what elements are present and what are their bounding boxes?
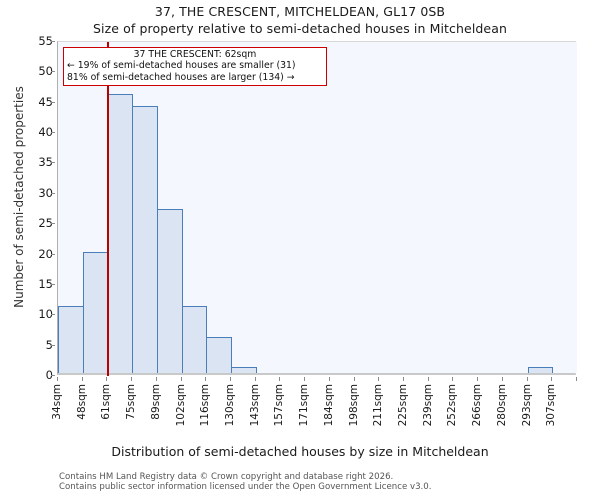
annotation-smaller-line: ← 19% of semi-detached houses are smalle… bbox=[67, 60, 296, 72]
x-tick-label: 239sqm bbox=[422, 384, 434, 427]
bar bbox=[83, 251, 108, 373]
x-tick-mark bbox=[131, 377, 132, 381]
y-tick-mark bbox=[51, 71, 55, 73]
y-tick-label: 20 bbox=[38, 246, 53, 261]
x-tick-mark bbox=[477, 377, 478, 381]
y-tick-label: 35 bbox=[38, 155, 53, 170]
y-tick-mark bbox=[51, 41, 55, 42]
x-tick-label: 89sqm bbox=[150, 384, 162, 420]
y-tick-mark bbox=[51, 253, 55, 255]
x-tick-label: 34sqm bbox=[51, 384, 63, 420]
y-tick-mark bbox=[51, 192, 55, 194]
annotation-larger-line: 81% of semi-detached houses are larger (… bbox=[67, 71, 295, 83]
bar bbox=[58, 306, 84, 373]
footer-line-2: Contains public sector information licen… bbox=[59, 482, 432, 493]
chart-title: 37, THE CRESCENT, MITCHELDEAN, GL17 0SB bbox=[154, 4, 446, 19]
x-tick-label: 171sqm bbox=[298, 384, 310, 427]
y-tick-label: 40 bbox=[38, 125, 53, 140]
footer-attribution: Contains HM Land Registry data © Crown c… bbox=[59, 472, 431, 492]
x-tick-label: 130sqm bbox=[224, 384, 236, 427]
bar bbox=[107, 93, 133, 373]
x-axis-title: Distribution of semi-detached houses by … bbox=[111, 444, 489, 459]
x-tick-label: 48sqm bbox=[76, 384, 88, 420]
x-tick-mark bbox=[181, 377, 182, 381]
x-tick-mark bbox=[403, 377, 404, 381]
x-tick-mark bbox=[106, 377, 107, 381]
x-tick-mark bbox=[551, 377, 552, 381]
x-tick-label: 307sqm bbox=[545, 384, 557, 427]
x-tick-label: 102sqm bbox=[175, 384, 187, 427]
x-tick-mark bbox=[378, 377, 379, 381]
y-tick-label: 0 bbox=[45, 368, 53, 382]
bar bbox=[528, 366, 553, 373]
y-tick-mark bbox=[51, 101, 55, 103]
x-tick-label: 157sqm bbox=[273, 384, 285, 427]
x-tick-label: 61sqm bbox=[100, 384, 112, 420]
y-tick-label: 5 bbox=[45, 337, 53, 352]
x-tick-mark bbox=[156, 377, 157, 381]
y-tick-mark bbox=[51, 132, 55, 134]
x-tick-mark bbox=[452, 377, 453, 381]
x-axis-ticks bbox=[0, 377, 600, 383]
bar bbox=[206, 336, 232, 373]
x-tick-label: 198sqm bbox=[348, 384, 360, 427]
annotation-heading: 37 THE CRESCENT: 62sqm bbox=[133, 49, 257, 60]
bar bbox=[132, 105, 158, 373]
x-tick-mark bbox=[329, 377, 330, 381]
plot-area bbox=[57, 41, 577, 376]
y-tick-mark bbox=[51, 314, 55, 316]
bar bbox=[182, 306, 207, 373]
x-tick-mark bbox=[205, 377, 206, 381]
x-tick-mark bbox=[502, 377, 503, 381]
x-tick-mark bbox=[279, 377, 280, 381]
y-tick-label: 25 bbox=[38, 216, 53, 231]
x-tick-label: 184sqm bbox=[323, 384, 335, 427]
x-tick-label: 116sqm bbox=[199, 384, 211, 427]
y-tick-mark bbox=[51, 375, 55, 376]
y-tick-label: 10 bbox=[38, 307, 53, 322]
chart-subtitle: Size of property relative to semi-detach… bbox=[93, 21, 507, 36]
y-tick-label: 15 bbox=[38, 276, 53, 291]
x-tick-mark bbox=[255, 377, 256, 381]
y-axis-ticks: 0 5 10 15 20 25 30 35 40 45 50 55 bbox=[0, 34, 55, 382]
x-tick-label: 143sqm bbox=[249, 384, 261, 427]
property-marker-line bbox=[107, 42, 109, 376]
x-tick-label: 266sqm bbox=[471, 384, 483, 427]
y-tick-mark bbox=[51, 283, 55, 285]
x-tick-mark bbox=[576, 377, 577, 381]
x-tick-mark bbox=[428, 377, 429, 381]
bars-layer bbox=[58, 42, 577, 373]
x-tick-mark bbox=[230, 377, 231, 381]
x-tick-label: 293sqm bbox=[521, 384, 533, 427]
annotation-box: 37 THE CRESCENT: 62sqm ← 19% of semi-det… bbox=[63, 47, 327, 87]
x-tick-label: 225sqm bbox=[397, 384, 409, 427]
bar bbox=[157, 209, 183, 373]
x-tick-label: 211sqm bbox=[372, 384, 384, 427]
y-tick-mark bbox=[51, 344, 55, 346]
x-tick-mark bbox=[354, 377, 355, 381]
x-tick-label: 280sqm bbox=[496, 384, 508, 427]
y-tick-label: 45 bbox=[38, 94, 53, 109]
x-tick-mark bbox=[527, 377, 528, 381]
y-tick-label: 55 bbox=[38, 34, 53, 48]
bar bbox=[231, 366, 257, 373]
x-tick-label: 75sqm bbox=[125, 384, 137, 420]
footer-line-1: Contains HM Land Registry data © Crown c… bbox=[59, 472, 394, 482]
x-tick-label: 252sqm bbox=[446, 384, 458, 427]
x-tick-mark bbox=[82, 377, 83, 381]
y-tick-mark bbox=[51, 162, 55, 164]
y-tick-label: 50 bbox=[38, 64, 53, 79]
x-tick-mark bbox=[57, 377, 58, 381]
x-tick-mark bbox=[304, 377, 305, 381]
y-tick-mark bbox=[51, 223, 55, 225]
y-tick-label: 30 bbox=[38, 185, 53, 200]
x-axis-labels: 34sqm 48sqm 61sqm 75sqm 89sqm 102sqm 116sqm 130… bbox=[0, 384, 600, 440]
